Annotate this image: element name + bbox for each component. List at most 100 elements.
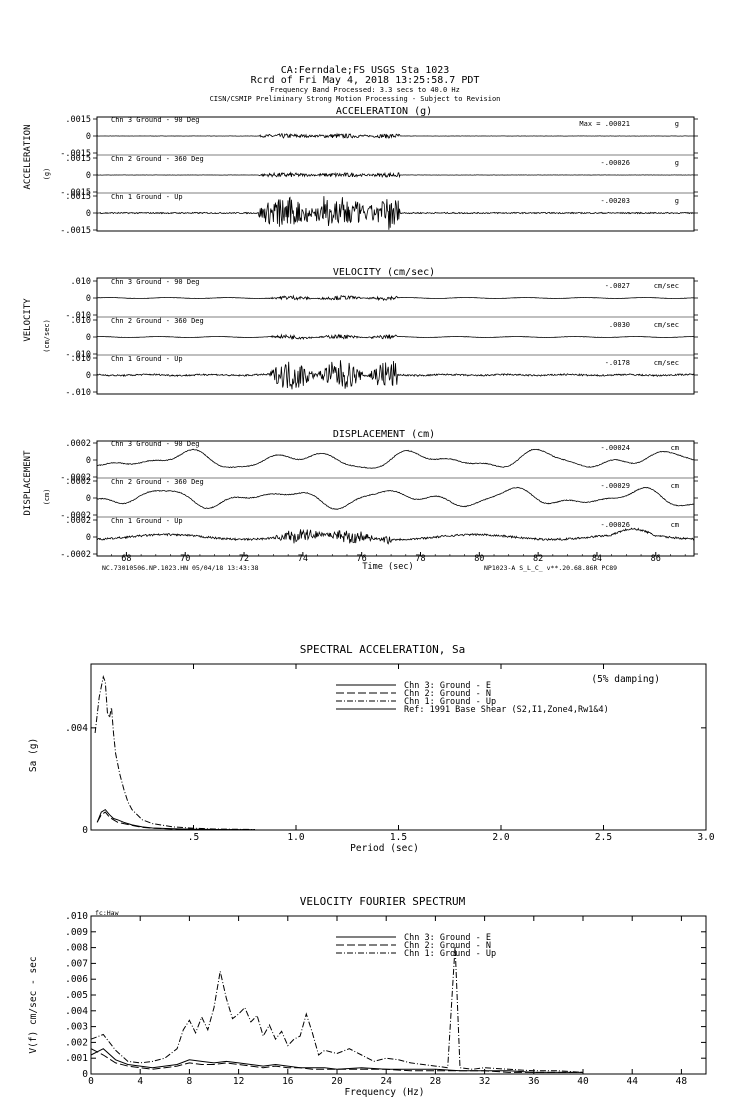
trace-channel-1: .010 0 -.010 Chn 1 Ground - Up -.0178 cm/sec [65,354,698,398]
waveform-trace [96,196,694,230]
x-tick-label: 2.0 [492,832,509,843]
peak-unit: g [675,197,679,205]
peak-unit: cm/sec [654,359,679,367]
y-tick-label: -.0002 [60,473,91,483]
peak-unit: g [675,120,679,128]
x-tick-label: 1.5 [390,832,407,843]
panel-frame [96,277,695,395]
time-tick-label: 86 [651,554,661,564]
legend-entry: Chn 1: Ground - Up [404,697,496,707]
plot-frame [90,915,707,1075]
channel-label: Chn 2 Ground - 360 Deg [111,478,204,486]
spectral-acceleration-chart: SPECTRAL ACCELERATION, Sa (5% damping) .5 1… [28,643,715,854]
waveform-trace [96,360,695,390]
legend-entry: Chn 1: Ground - Up [404,949,496,959]
time-axis-label: Time (sec) [362,562,413,572]
x-tick-label: 48 [676,1076,688,1087]
x-tick-label: 20 [331,1076,343,1087]
panel-side-label: DISPLACEMENT [23,450,33,516]
waveform-trace [96,448,695,469]
time-series-panels: ACCELERATION (g) ACCELERATION (g) .0015 0 -.0… [23,106,698,564]
trace-channel-1: .0015 0 -.0015 Chn 1 Ground - Up -.00203 g [60,192,698,236]
peak-value: -.00024 [600,444,630,452]
damping-annotation: (5% damping) [591,674,660,685]
peak-value: -.00029 [600,482,630,490]
y-axis-label: V(f) cm/sec - sec [28,956,39,1053]
y-tick-label: .008 [65,943,88,954]
series-line-3 [90,945,584,1073]
y-tick-label: 0 [86,294,91,304]
time-tick-label: 74 [298,554,308,564]
x-tick-label: 44 [626,1076,638,1087]
trace-channel-2: .010 0 -.010 Chn 2 Ground - 360 Deg .0030 cm/… [65,316,698,360]
channel-label: Chn 2 Ground - 360 Deg [111,155,204,163]
x-tick-label: 40 [577,1076,589,1087]
channel-label: Chn 1 Ground - Up [111,517,183,525]
y-tick-label: 0 [82,825,88,836]
y-tick-label: .010 [71,354,91,364]
y-tick-label: .0015 [65,115,91,125]
time-axis: 68 70 72 74 76 78 80 82 84 86 [111,552,686,564]
peak-value: -.00026 [600,159,630,167]
waveform-trace [96,171,695,179]
y-tick-label: .009 [65,927,88,938]
panel-side-label: VELOCITY [23,298,33,342]
peak-value: -.0178 [605,359,630,367]
x-tick-label: 24 [380,1076,392,1087]
y-tick-label: .0015 [65,154,91,164]
peak-value: .0030 [609,321,630,329]
y-tick-label: .010 [65,911,88,922]
y-tick-label: 0 [82,1069,88,1080]
peak-unit: cm [671,482,679,490]
x-tick-label: 4 [137,1076,143,1087]
panel-frame [96,116,695,232]
y-tick-label: .0002 [65,516,91,526]
y-tick-label: .004 [65,1006,88,1017]
y-tick-label: -.010 [65,311,91,321]
trace-channel-3: .010 0 -.010 Chn 3 Ground - 90 Deg -.0027 cm/… [65,277,698,321]
time-tick-label: 78 [415,554,425,564]
x-axis-label: Period (sec) [350,843,419,854]
panel-title: VELOCITY (cm/sec) [333,267,435,278]
legend-entry: Chn 3: Ground - E [404,681,491,691]
channel-label: Chn 3 Ground - 90 Deg [111,278,200,286]
x-tick-label: 36 [528,1076,540,1087]
y-tick-label: -.010 [65,388,91,398]
channel-label: Chn 3 Ground - 90 Deg [111,440,200,448]
trace-channel-2: .0002 0 -.0002 Chn 2 Ground - 360 Deg -.0002… [60,477,698,521]
peak-unit: cm/sec [654,321,679,329]
peak-value: -.0027 [605,282,630,290]
y-tick-label: -.0015 [60,188,91,198]
waveform-trace [96,333,694,341]
record-time: Rcrd of Fri May 4, 2018 13:25:58.7 PDT [251,75,480,86]
y-tick-label: 0 [86,371,91,381]
y-tick-label: 0 [86,171,91,181]
y-tick-label: .0002 [65,439,91,449]
x-tick-label: 32 [479,1076,490,1087]
series-line-1 [96,808,256,831]
channel-label: Chn 1 Ground - Up [111,355,183,363]
legend-entry: Ref: 1991 Base Shear (S2,I1,Zone4,Rw1&4) [404,705,609,715]
filter-annotation: fc:Haw [95,909,119,917]
channel-label: Chn 1 Ground - Up [111,193,183,201]
legend-entry: Chn 2: Ground - N [404,941,491,951]
y-tick-label: 0 [86,333,91,343]
y-tick-label: .0015 [65,192,91,202]
y-tick-label: .001 [65,1053,88,1064]
peak-value: -.00203 [600,197,630,205]
waveform-trace [96,527,695,545]
processing-note: CISN/CSMIP Preliminary Strong Motion Pro… [210,95,501,103]
y-tick-label: .002 [65,1037,88,1048]
x-tick-label: 12 [233,1076,244,1087]
footer-processing-code: NP1023-A S_L_C_ v**.20.68.86R PC89 [484,564,617,572]
panel-g: ACCELERATION (g) ACCELERATION (g) .0015 0 -.0… [23,106,698,236]
y-tick-label: 0 [86,456,91,466]
panel-side-label: ACCELERATION [23,124,33,189]
frequency-band: Frequency Band Processed: 3.3 secs to 40… [270,86,460,94]
trace-channel-2: .0015 0 -.0015 Chn 2 Ground - 360 Deg -.0002… [60,154,698,198]
x-tick-label: 2.5 [595,832,612,843]
y-tick-label: 0 [86,209,91,219]
y-tick-label: .004 [65,723,88,734]
x-tick-label: .5 [188,832,199,843]
